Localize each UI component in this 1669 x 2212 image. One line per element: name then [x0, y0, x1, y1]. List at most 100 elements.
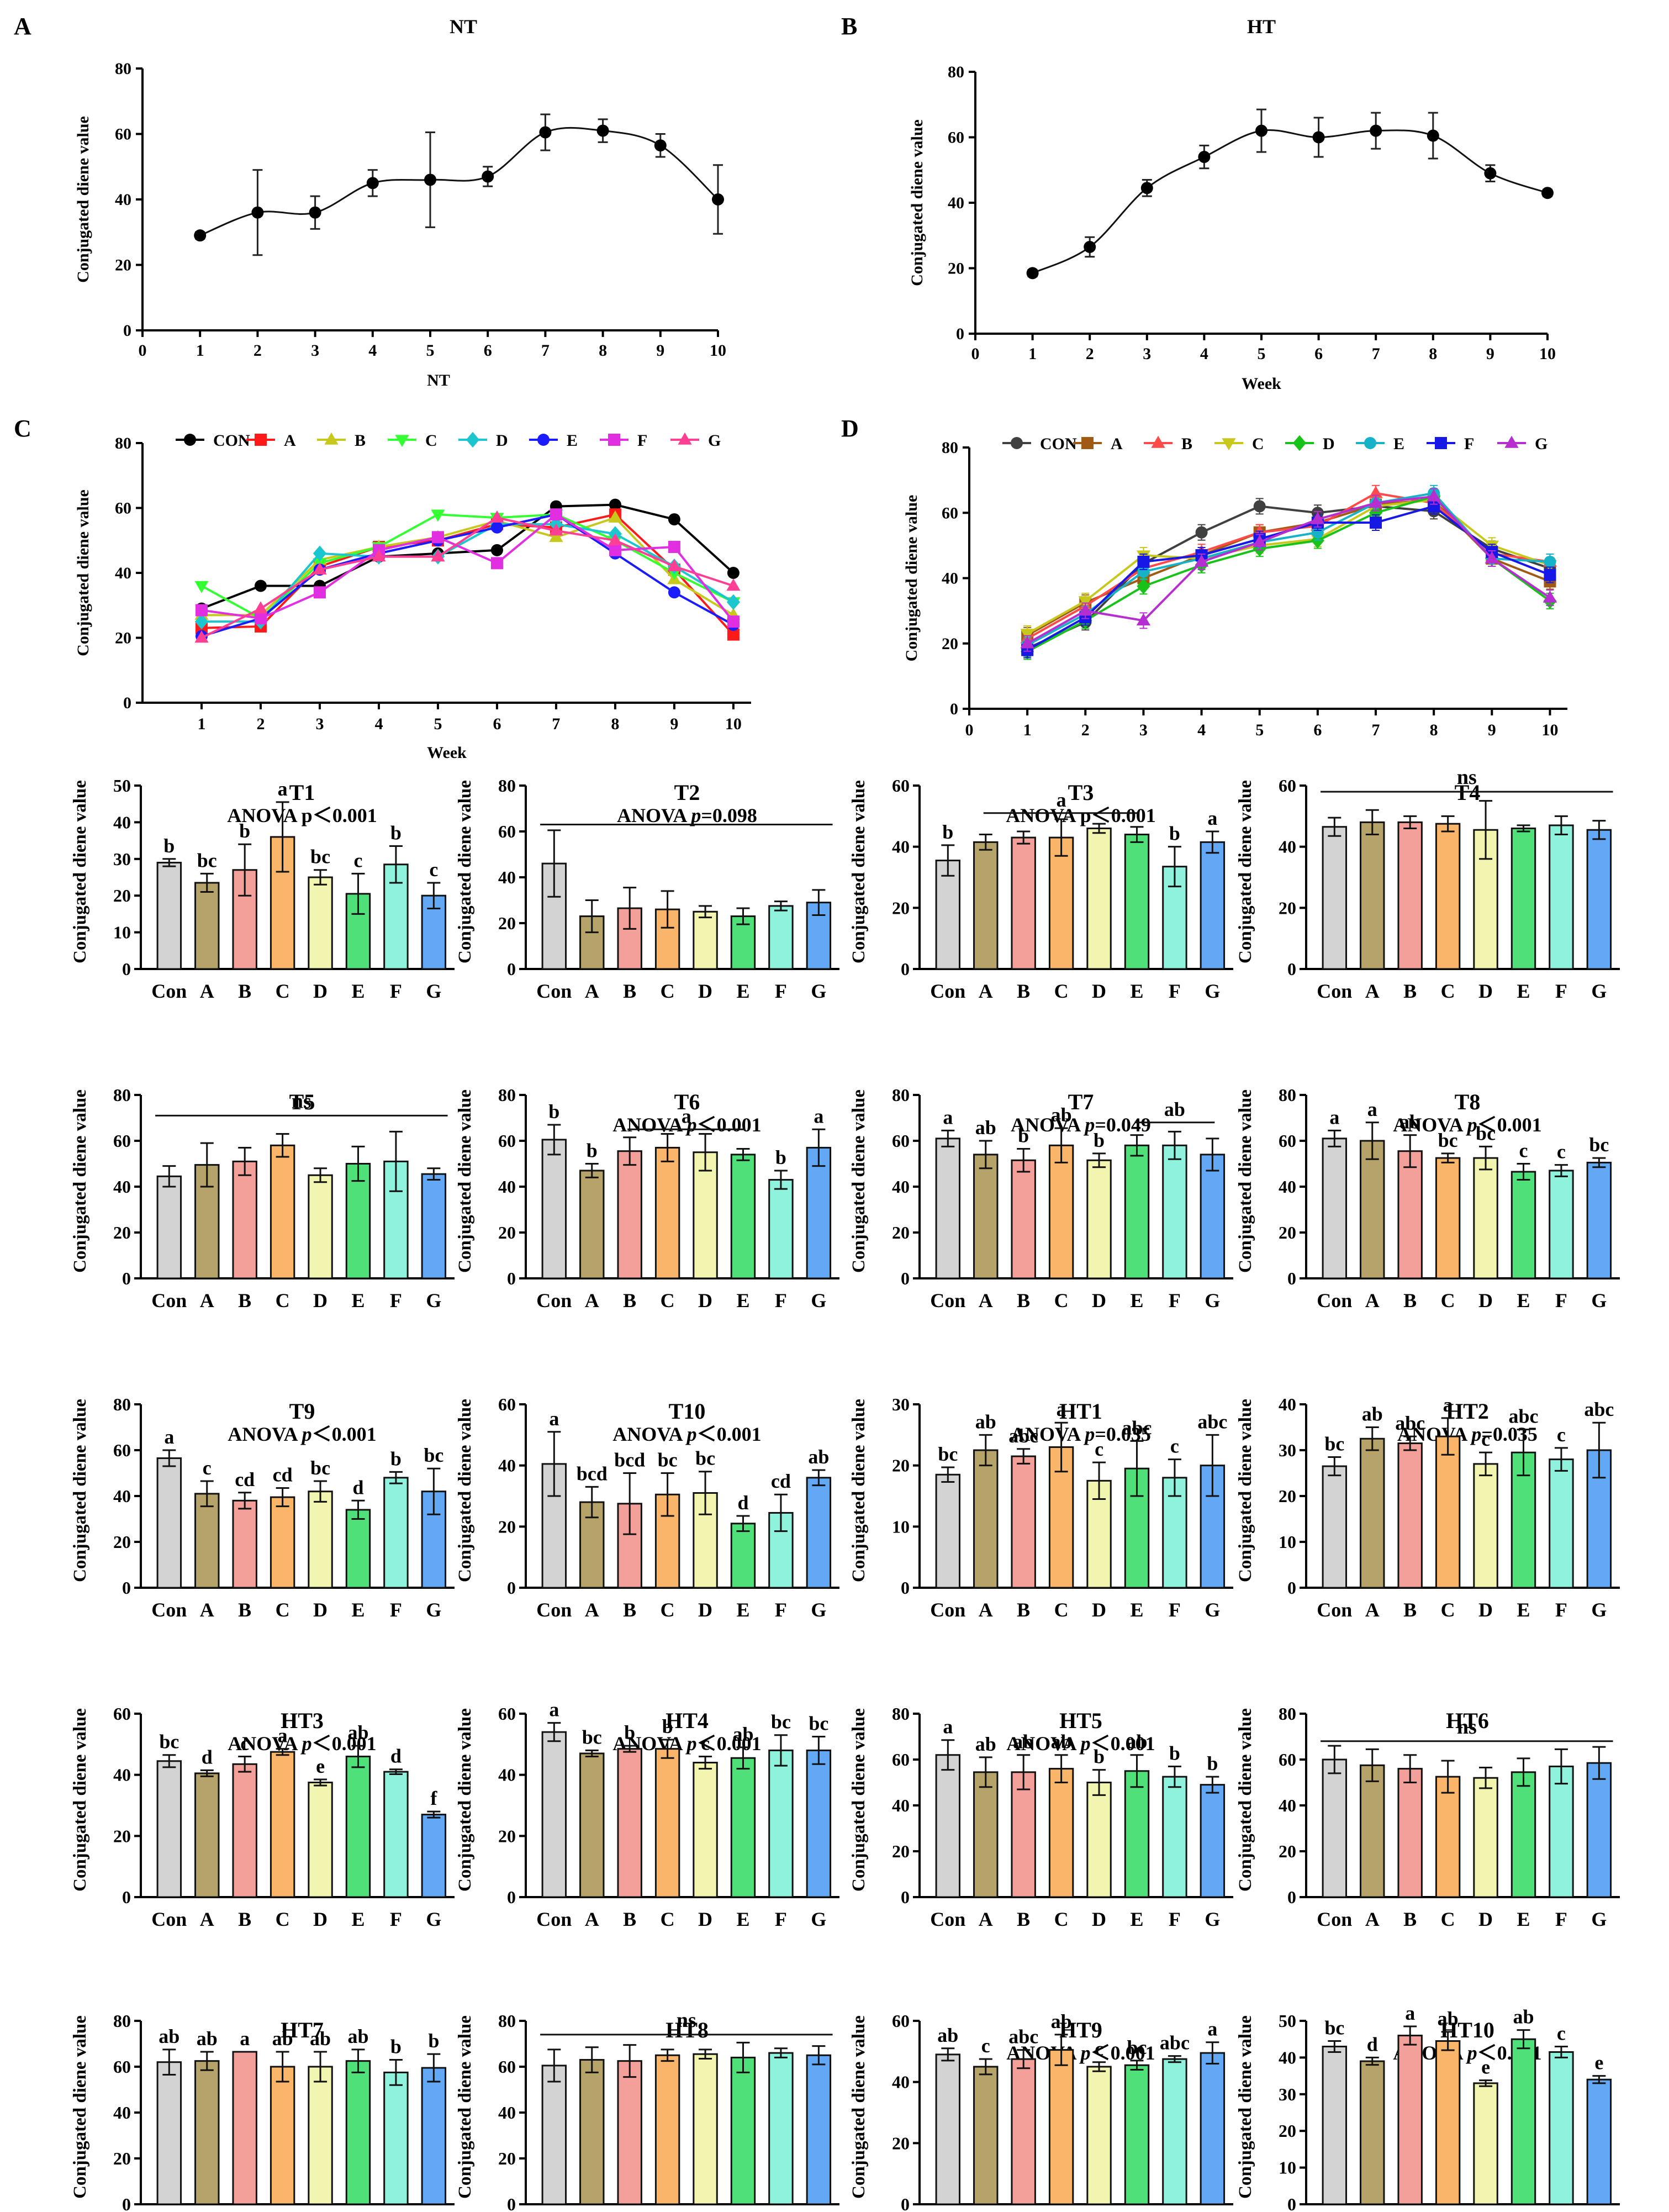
legend-label: B — [1181, 435, 1192, 453]
x-tick-label: G — [1205, 1289, 1220, 1312]
anova-subtitle: ANOVA p=0.098 — [617, 804, 757, 826]
significance-letter: e — [1481, 2056, 1490, 2078]
x-tick-label: D — [313, 1289, 328, 1312]
chart-title: HT2 — [1446, 1399, 1489, 1424]
y-tick-label: 80 — [892, 1704, 910, 1724]
significance-letter: a — [164, 1426, 174, 1448]
x-tick-label: E — [351, 1289, 365, 1312]
significance-letter: ab — [347, 2025, 368, 2047]
significance-letter: a — [278, 1725, 288, 1747]
y-tick-label: 40 — [113, 2103, 131, 2123]
bar — [768, 2052, 794, 2205]
bar — [156, 1457, 182, 1589]
bar — [693, 1762, 718, 1898]
chart-title: T3 — [1068, 780, 1094, 805]
y-tick-label: 0 — [901, 959, 910, 979]
series-g — [194, 510, 741, 643]
x-tick-label: B — [1017, 980, 1030, 1002]
x-tick-label: 9 — [656, 341, 664, 360]
data-point — [1311, 512, 1325, 524]
x-tick-label: F — [775, 1908, 787, 1930]
legend-label: CON — [213, 431, 250, 450]
bar — [1124, 2064, 1150, 2205]
x-tick-label: Con — [536, 1908, 572, 1930]
bar — [1435, 2040, 1461, 2205]
data-point — [424, 173, 436, 186]
data-point — [1541, 187, 1554, 199]
data-point — [1137, 578, 1150, 594]
x-tick-label: D — [698, 1599, 712, 1621]
significance-letter: a — [1443, 1394, 1453, 1416]
significance-letter: bc — [1589, 1134, 1609, 1156]
chart-title: HT8 — [666, 2018, 709, 2042]
x-tick-label: Con — [1317, 1599, 1352, 1621]
bar — [1435, 823, 1461, 970]
significance-letter: b — [1094, 1746, 1105, 1768]
data-point — [254, 612, 267, 625]
legend-label: B — [355, 431, 366, 450]
y-tick-label: 20 — [113, 1223, 131, 1242]
chart-b: 0 1 2 3 4 5 6 7 8 9 10 0 20 40 60 80 Conjugated diene va… — [908, 15, 1556, 393]
x-tick-label: D — [1478, 1908, 1493, 1930]
x-tick-label: 0 — [139, 341, 147, 360]
bar — [541, 1139, 567, 1279]
y-tick-label: 30 — [113, 849, 131, 869]
x-tick-label: A — [200, 1599, 214, 1621]
significance-letter: a — [1367, 1098, 1377, 1120]
x-tick-label: A — [979, 1289, 993, 1312]
bar — [1162, 1776, 1187, 1898]
x-tick-label: B — [1403, 1289, 1417, 1312]
x-tick-label: 10 — [725, 715, 742, 733]
x-tick-label: G — [1205, 1908, 1220, 1930]
bar — [1549, 1765, 1574, 1898]
anova-subtitle: ANOVA p＜0.001 — [228, 1423, 376, 1445]
significance-letter: c — [240, 1732, 249, 1754]
data-point — [549, 530, 563, 543]
data-point — [1081, 437, 1094, 449]
x-tick-label: Con — [151, 1289, 187, 1312]
x-tick-label: 8 — [1430, 721, 1438, 739]
significance-letter: abc — [1008, 1425, 1038, 1447]
x-tick-label: 8 — [599, 341, 607, 360]
bar — [1124, 1144, 1150, 1279]
data-point — [1084, 240, 1096, 253]
y-axis-label: Conjugated diene value — [74, 116, 92, 283]
y-tick-label: 0 — [1287, 1887, 1296, 1907]
x-tick-label: 2 — [253, 341, 262, 360]
x-tick-label: B — [1017, 1289, 1030, 1312]
y-tick-label: 60 — [948, 129, 964, 147]
series-line — [1027, 498, 1551, 635]
y-tick-label: 80 — [892, 1085, 910, 1105]
data-point — [1020, 629, 1034, 641]
y-tick-label: 20 — [948, 260, 964, 278]
bar — [232, 1499, 257, 1589]
y-tick-label: 40 — [113, 1765, 131, 1785]
chart-title: T6 — [674, 1089, 700, 1114]
y-tick-label: 0 — [507, 959, 516, 979]
legend-label: F — [1464, 435, 1474, 453]
significance-letter: ab — [732, 1723, 753, 1745]
significance-letter: e — [316, 1755, 325, 1777]
series-line — [1027, 495, 1551, 653]
bar — [308, 1174, 333, 1279]
bar — [1510, 1171, 1536, 1279]
series-c — [194, 509, 741, 626]
bar — [194, 882, 220, 970]
x-tick-label: Con — [1317, 1289, 1352, 1312]
data-point — [668, 513, 680, 526]
x-tick-label: C — [1441, 1599, 1455, 1621]
y-axis-label: Conjugated diene value — [70, 1399, 90, 1582]
y-tick-label: 40 — [1279, 1394, 1296, 1414]
panel-letter-d: D — [841, 415, 859, 442]
y-axis-label: Conjugated diene value — [1235, 2015, 1255, 2199]
y-tick-label: 20 — [498, 1516, 516, 1536]
y-axis-label: Conjugated diene value — [455, 780, 475, 963]
significance-letter: a — [240, 2027, 250, 2050]
bar — [730, 1523, 756, 1589]
data-point — [431, 549, 445, 562]
chart-a: 0 1 2 3 4 5 6 7 8 9 10 0 20 40 60 80 Conjugated diene va… — [74, 15, 726, 389]
anova-subtitle: ANOVA p＜0.001 — [612, 1114, 761, 1136]
bar — [1473, 1463, 1498, 1589]
significance-letter: c — [203, 1457, 212, 1479]
